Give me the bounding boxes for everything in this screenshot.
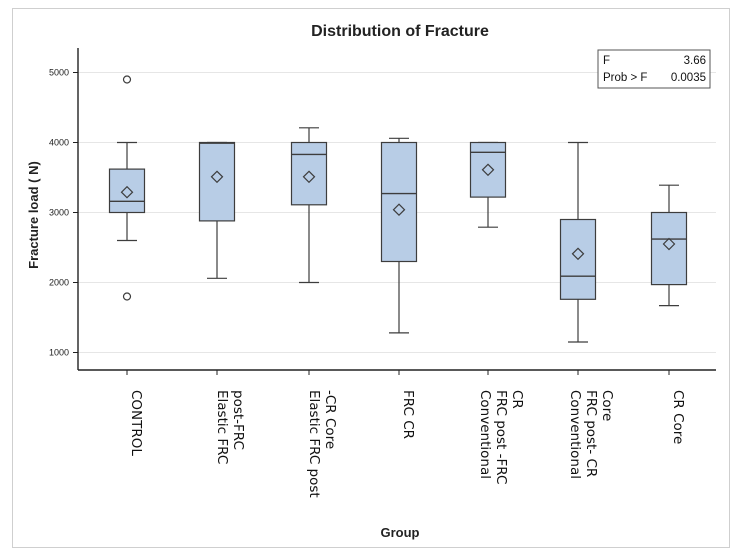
x-tick-label: FRC post -FRC [493,390,509,484]
x-axis-title: Group [381,525,420,540]
x-tick-label: Elastic FRC [214,390,230,464]
box-iqr [650,211,688,286]
y-tick-label: 1000 [49,348,69,358]
x-tick-label: Conventional [477,390,493,479]
box-group [198,141,236,279]
y-axis: 1000 2000 3000 4000 5000 [49,48,79,370]
x-tick-label: FRC post- CR [583,390,599,477]
outlier-point [122,75,132,84]
box-group [290,127,328,284]
stats-f-value: 3.66 [684,55,706,67]
y-axis-title: Fracture load ( N) [26,161,41,269]
mean-marker [392,203,406,217]
outlier-point [122,292,132,301]
y-tick-label: 5000 [49,68,69,78]
chart-frame [12,8,730,548]
mean-marker [571,247,585,261]
box-iqr [469,141,507,198]
y-tick-label: 2000 [49,278,69,288]
box-group [380,137,418,334]
box-group [559,141,597,343]
x-tick-label: CR [509,390,525,409]
stats-box-border [597,49,711,89]
mean-marker [481,163,495,177]
box-iqr [290,141,328,206]
box-group [108,75,146,301]
box-group [650,184,688,307]
x-tick-label: Conventional [567,390,583,479]
mean-marker [662,237,676,251]
stats-box: F 3.66 Prob > F 0.0035 [597,49,711,89]
x-tick-label: CR Core [670,390,686,444]
x-tick-label: CONTROL [128,390,144,456]
x-tick-label: Elastic FRC post [306,390,322,498]
stats-f-label: F [603,55,610,67]
stats-p-label: Prob > F [603,72,647,84]
x-tick-label: -CR Core [322,390,338,449]
x-tick-label: Core [599,390,615,421]
y-tick-label: 4000 [49,138,69,148]
box-series [108,75,688,343]
y-tick-label: 3000 [49,208,69,218]
box-group [469,141,507,228]
box-iqr [380,141,418,263]
mean-marker [302,170,316,184]
x-tick-label: post-FRC [230,390,246,450]
x-tick-label: FRC CR [400,390,416,439]
x-axis: CONTROL Elastic FRC post-FRC Elastic FRC po… [78,369,716,498]
mean-marker [210,170,224,184]
stats-p-value: 0.0035 [671,72,706,84]
box-iqr [108,168,146,214]
mean-marker [120,185,134,199]
chart-title: Distribution of Fracture [311,23,489,40]
